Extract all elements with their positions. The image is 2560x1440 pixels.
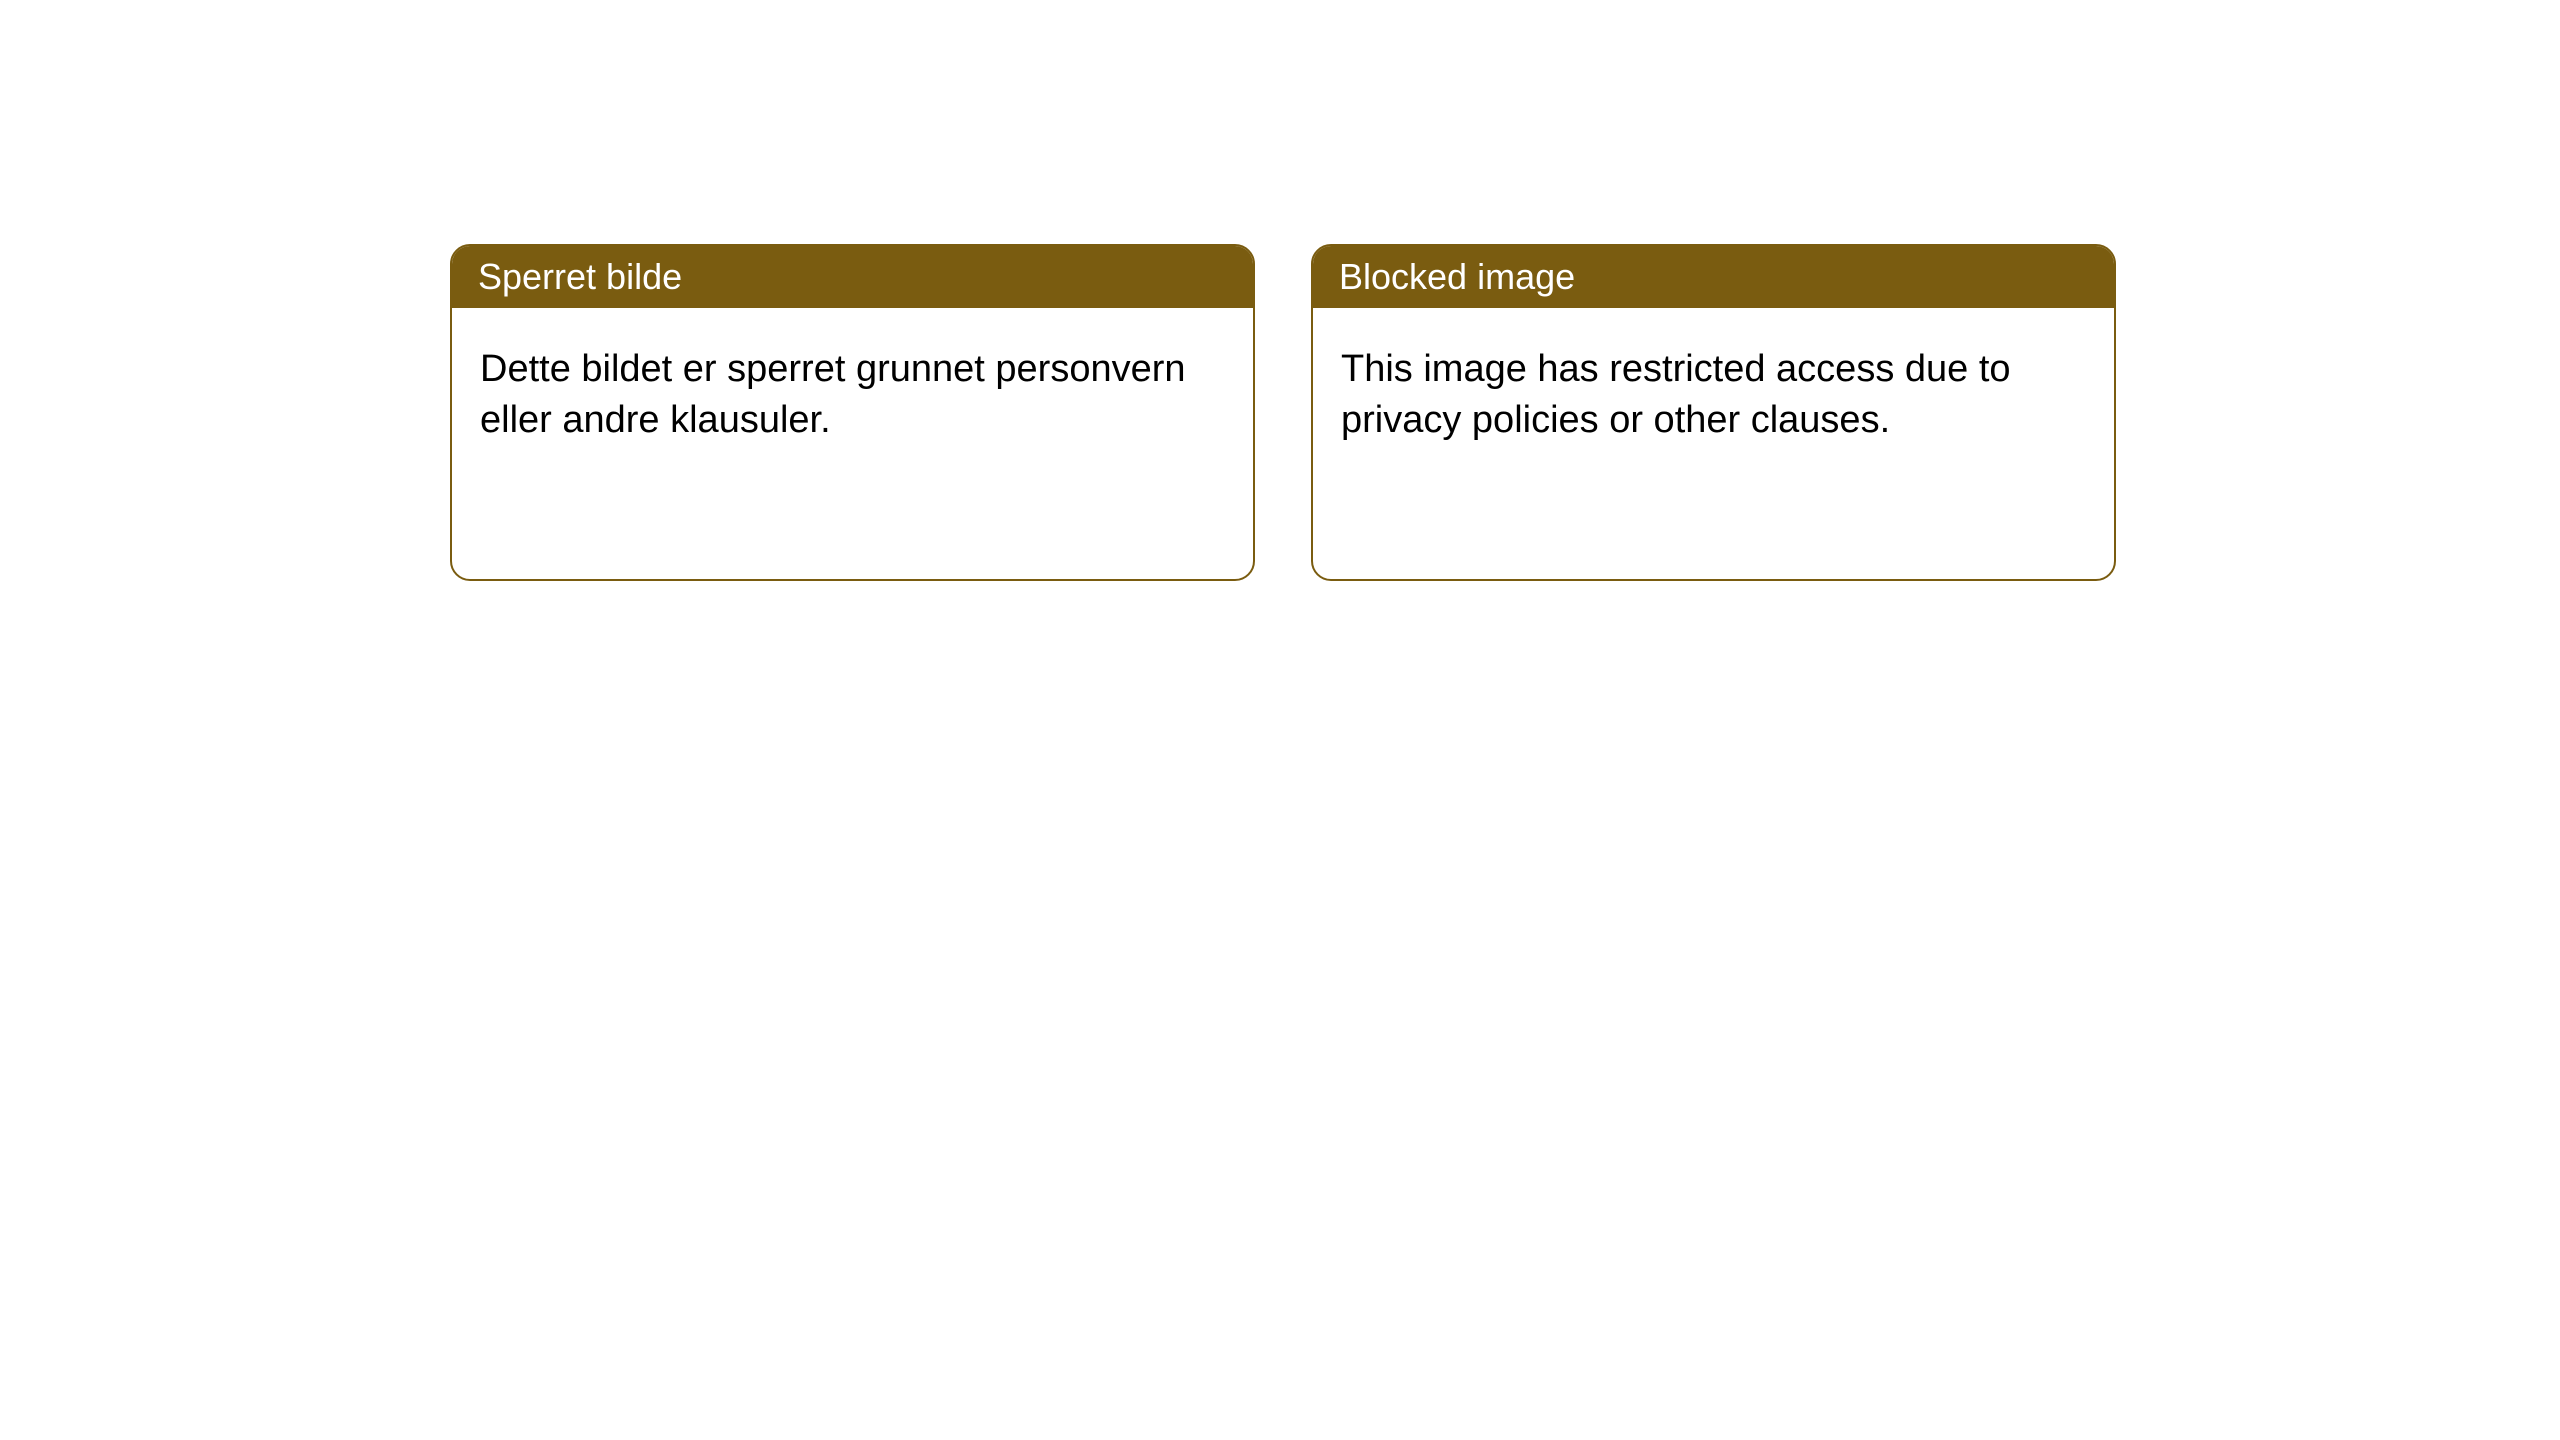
notice-card-english: Blocked image This image has restricted … [1311,244,2116,581]
notice-card-header-norwegian: Sperret bilde [452,246,1253,308]
notice-card-body-norwegian: Dette bildet er sperret grunnet personve… [452,308,1253,483]
notice-card-header-english: Blocked image [1313,246,2114,308]
notice-card-body-english: This image has restricted access due to … [1313,308,2114,483]
notice-cards-container: Sperret bilde Dette bildet er sperret gr… [0,0,2560,581]
notice-card-norwegian: Sperret bilde Dette bildet er sperret gr… [450,244,1255,581]
